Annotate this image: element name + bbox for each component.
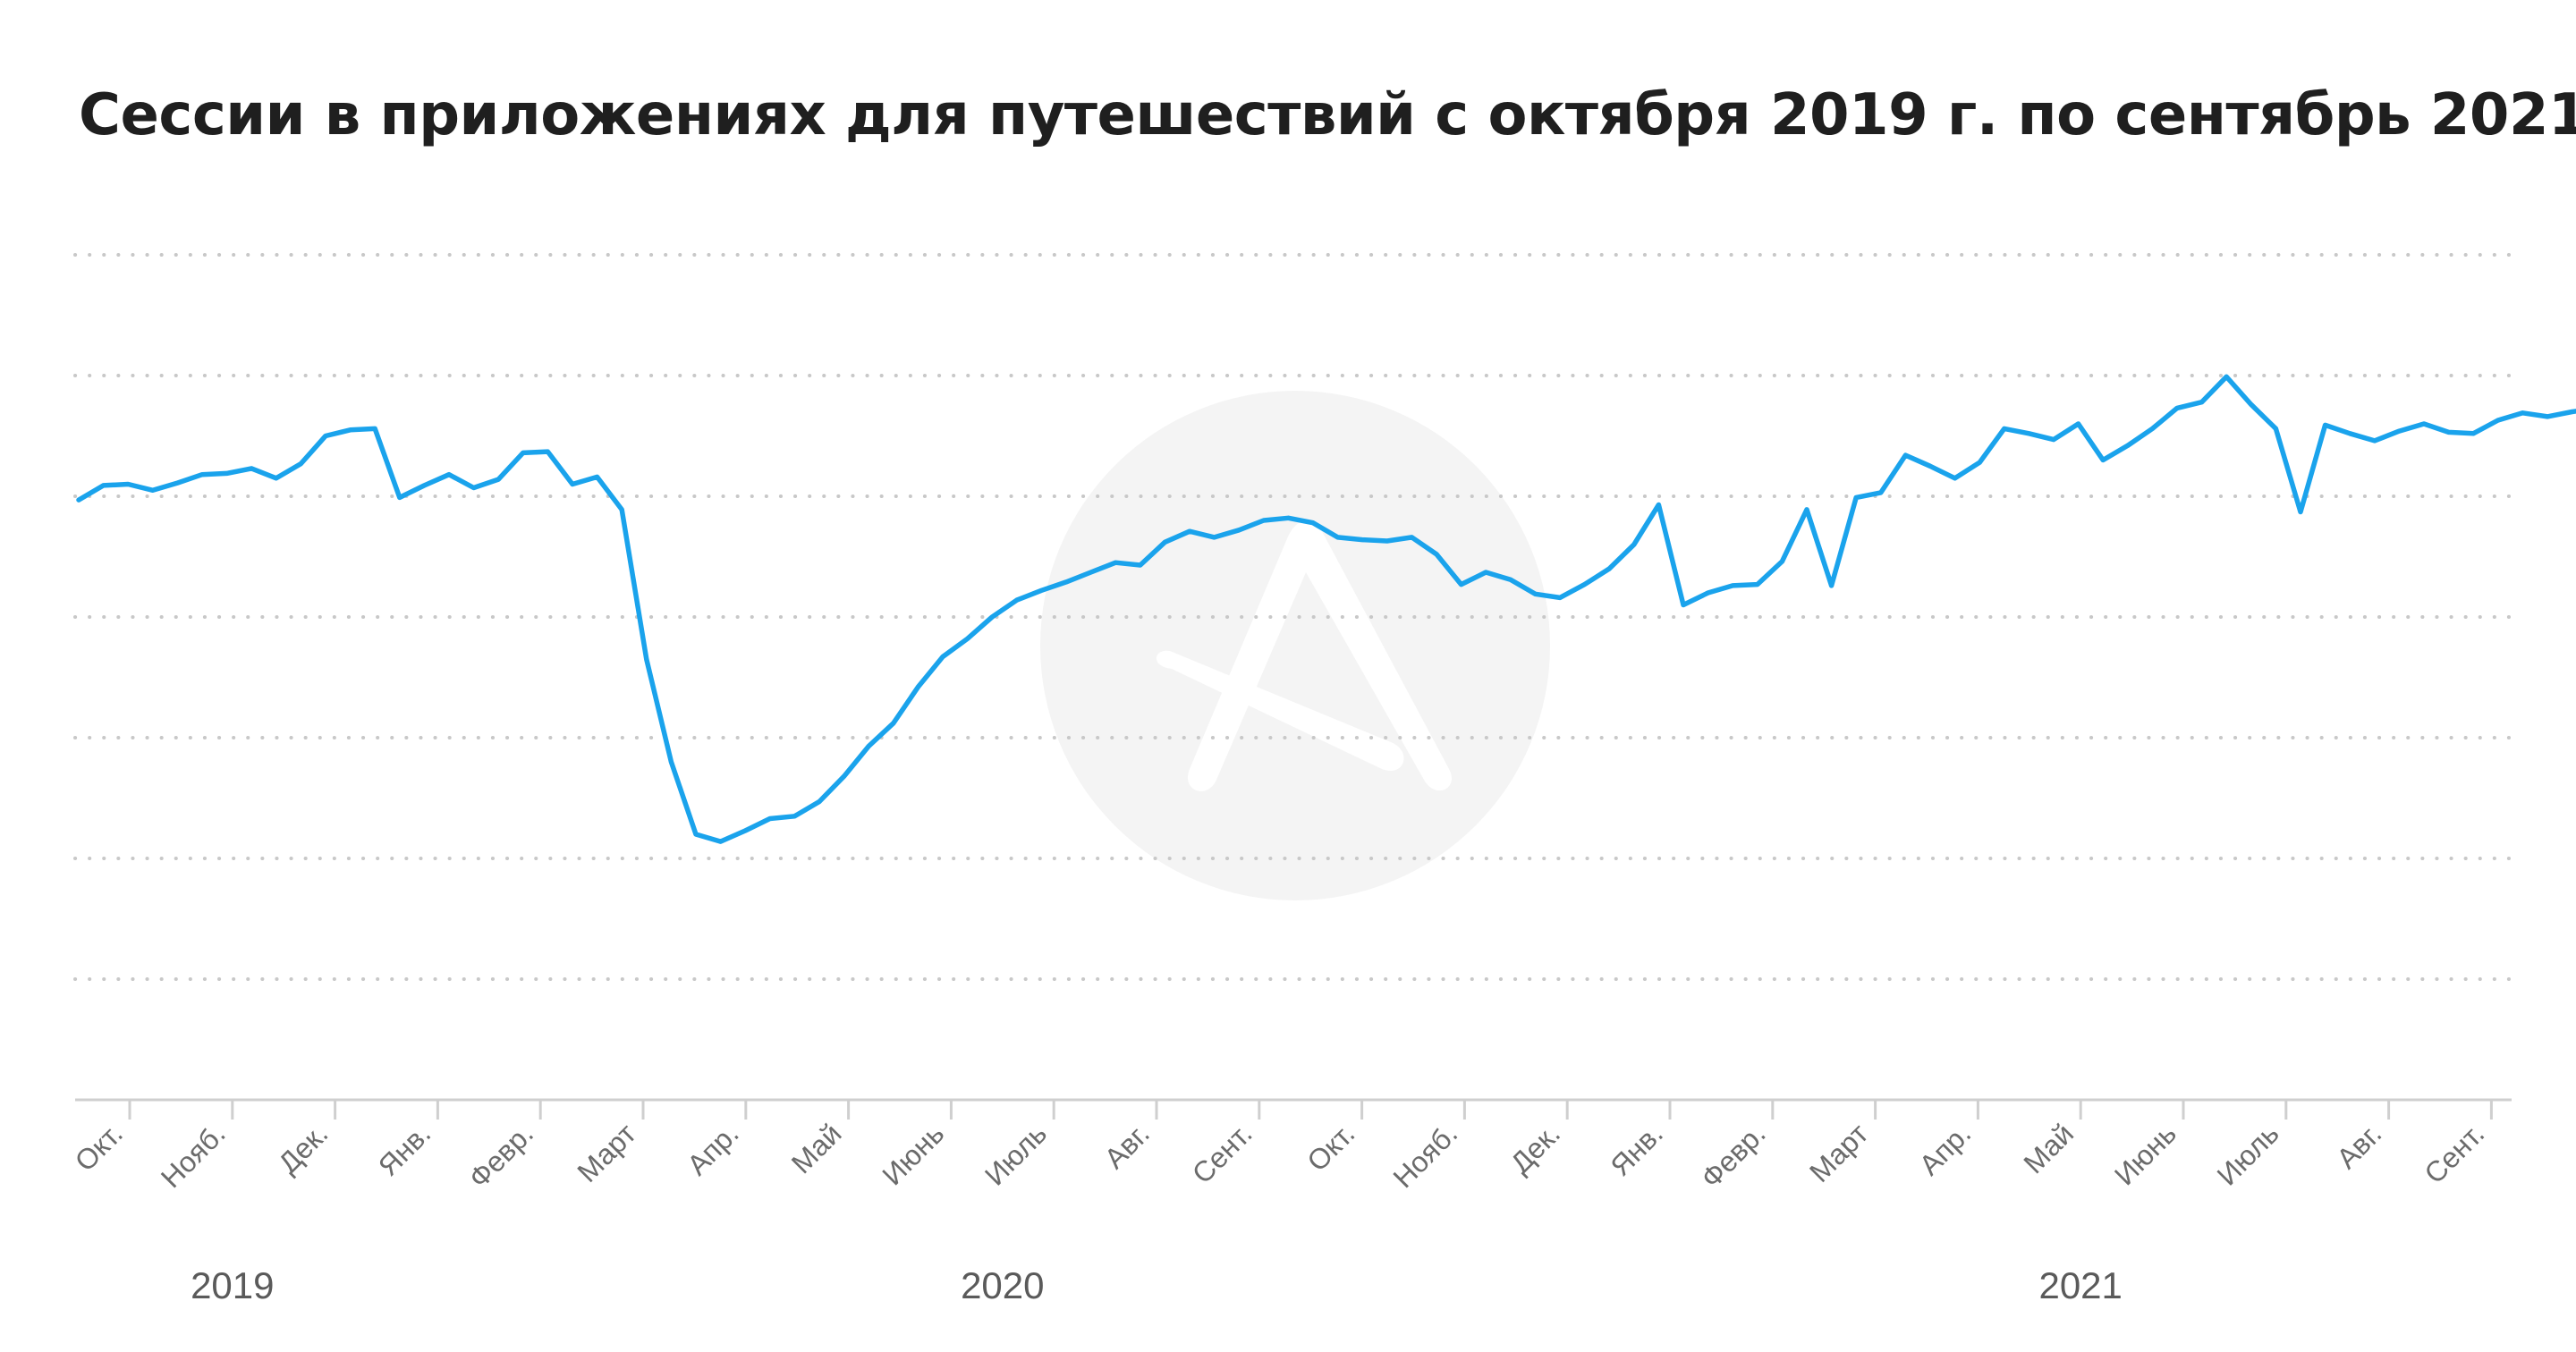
x-tick-label: Янв. xyxy=(372,1117,437,1182)
x-tick-label: Окт. xyxy=(1301,1117,1360,1177)
x-tick-label: Май xyxy=(785,1117,848,1179)
chart-title: Сессии в приложениях для путешествий с о… xyxy=(79,82,2576,148)
x-tick-label: Февр. xyxy=(462,1117,539,1194)
grid-lines xyxy=(73,253,2513,981)
year-label: 2020 xyxy=(961,1264,1044,1306)
month-labels: Окт. Нояб. Дек. Янв. Февр. Март Апр. Май Июнь Июл… xyxy=(69,1117,2491,1194)
x-tick-label: Нояб. xyxy=(1386,1117,1463,1194)
x-tick-label: Апр. xyxy=(1913,1117,1978,1181)
x-tick-label: Март xyxy=(1803,1117,1875,1188)
x-tick-label: Нояб. xyxy=(155,1117,232,1194)
year-label: 2021 xyxy=(2038,1264,2122,1306)
x-tick-label: Февр. xyxy=(1695,1117,1772,1194)
x-tick-label: Авг. xyxy=(2330,1117,2387,1174)
x-tick-label: Сент. xyxy=(2418,1117,2490,1189)
x-tick-label: Июль xyxy=(979,1117,1053,1191)
x-tick-label: Дек. xyxy=(272,1117,335,1179)
series-line xyxy=(76,374,2576,844)
series-group xyxy=(76,374,2576,844)
year-label: 2019 xyxy=(191,1264,274,1306)
x-tick-label: Окт. xyxy=(69,1117,129,1177)
x-tick-label: Дек. xyxy=(1504,1117,1567,1179)
x-tick-label: Апр. xyxy=(681,1117,745,1181)
x-tick-label: Янв. xyxy=(1604,1117,1669,1182)
year-labels: 2019 2020 2021 xyxy=(191,1264,2123,1306)
x-tick-label: Сент. xyxy=(1186,1117,1258,1189)
logo-watermark-icon xyxy=(1040,391,1550,900)
x-tick-label: Март xyxy=(571,1117,642,1188)
x-tick-label: Май xyxy=(2017,1117,2080,1179)
x-tick-label: Июнь xyxy=(2108,1117,2182,1191)
x-tick-label: Июнь xyxy=(876,1117,950,1191)
x-tick-label: Июль xyxy=(2211,1117,2285,1191)
x-axis xyxy=(75,1098,2512,1120)
x-tick-label: Авг. xyxy=(1098,1117,1156,1174)
